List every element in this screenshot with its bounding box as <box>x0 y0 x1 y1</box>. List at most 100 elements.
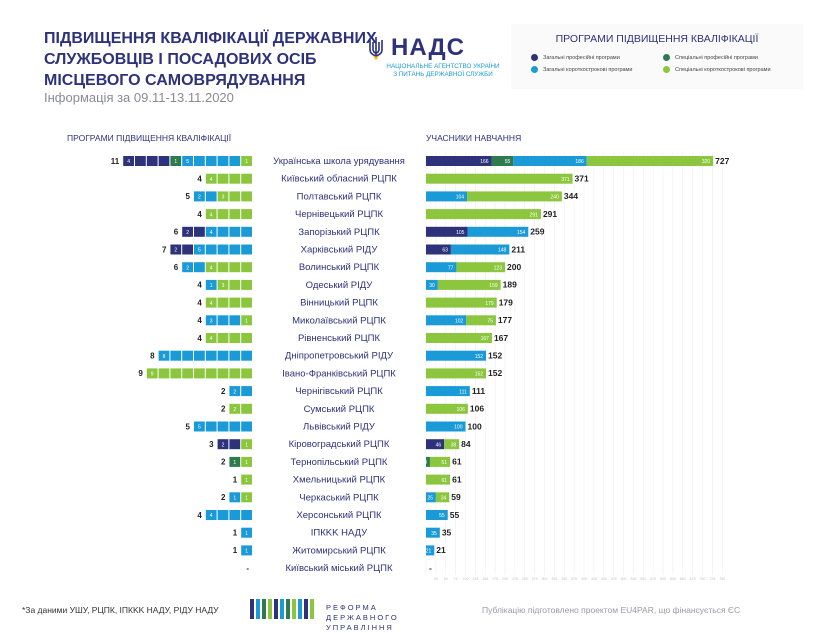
participants-bar-zp <box>426 244 451 255</box>
x-tick-label: 375 <box>571 577 577 581</box>
program-cell-sk <box>217 368 229 379</box>
program-cell-sk <box>241 492 252 503</box>
participants-bar-sk <box>426 209 541 220</box>
participants-total-label: 152 <box>488 368 502 378</box>
program-cell-label: 1 <box>233 496 236 502</box>
x-tick-label: 725 <box>709 577 715 581</box>
institution-label: Тернопільський РЦПК <box>291 457 388 468</box>
participants-bar-label: 25 <box>427 496 433 502</box>
program-cell-sk <box>205 368 217 379</box>
participants-bar-zk <box>467 226 529 237</box>
program-cell-zk <box>241 421 252 432</box>
program-cell-zk <box>194 156 205 166</box>
participants-bar-sk <box>426 474 451 485</box>
program-cell-sk <box>241 279 252 290</box>
programs-total-label: - <box>246 564 249 573</box>
x-tick-label: 150 <box>482 577 488 581</box>
x-tick-label: 300 <box>542 577 548 581</box>
program-cell-zk <box>182 350 193 361</box>
programs-total-label: 2 <box>221 387 226 396</box>
x-tick-label: 650 <box>680 577 686 581</box>
institution-label: Чернігівський РЦПК <box>295 386 383 397</box>
program-cell-zp <box>135 156 146 166</box>
participants-bar-sk <box>586 156 714 166</box>
program-cell-label: 9 <box>151 372 154 378</box>
legend-dot-sk <box>663 66 670 73</box>
legend-dot-zp <box>531 54 538 61</box>
publication-note: Публікацію підготовлено проектом EU4PAR,… <box>482 605 741 615</box>
program-cell-sk <box>241 262 252 273</box>
participants-bar-label: 167 <box>481 336 490 342</box>
program-cell-sk <box>205 333 217 343</box>
x-tick-label: 325 <box>551 577 557 581</box>
program-cell-sk <box>205 209 217 220</box>
participants-bar-label: 35 <box>431 531 437 537</box>
program-cell-sk <box>205 262 217 273</box>
programs-total-label: 2 <box>221 405 226 414</box>
legend-label-sk: Спеціальні короткострокові програми <box>675 67 771 73</box>
x-tick-label: 250 <box>522 577 528 581</box>
program-cell-zk <box>194 191 205 202</box>
institution-label: Українська школа урядування <box>273 156 405 167</box>
program-cell-zk <box>229 315 241 326</box>
x-tick-label: 625 <box>670 577 676 581</box>
participants-bar-label: 104 <box>456 195 465 201</box>
institution-label: ІПКKK НАДУ <box>311 528 368 539</box>
x-tick-label: 450 <box>601 577 607 581</box>
participants-total-label: 59 <box>451 492 461 502</box>
program-cell-label: 4 <box>127 159 130 165</box>
program-cell-label: 1 <box>245 460 248 466</box>
institution-label: Хмельницький РЦПК <box>293 475 386 486</box>
logo-subtitle: НАЦІОНАЛЬНЕ АГЕНТСТВО УКРАЇНИ З ПИТАНЬ Д… <box>386 63 500 79</box>
program-cell-sk <box>241 191 252 202</box>
participants-bar-sk <box>437 279 501 290</box>
participants-bar-label: 61 <box>442 478 448 484</box>
program-cell-sk <box>229 403 241 414</box>
program-cell-sk <box>241 315 252 326</box>
participants-total-label: 61 <box>452 457 462 467</box>
participants-bar-label: 21 <box>426 549 432 555</box>
program-cell-zk <box>241 510 252 520</box>
program-cell-sk <box>241 474 252 485</box>
participants-bar-label: 106 <box>457 407 466 413</box>
program-cell-label: 1 <box>174 159 177 165</box>
x-tick-label: 750 <box>719 577 725 581</box>
program-cell-label: 2 <box>186 230 189 236</box>
participants-total-label: 167 <box>494 333 508 343</box>
program-cell-sk <box>170 368 182 379</box>
participants-total-label: 84 <box>461 439 471 449</box>
programs-total-label: 11 <box>111 157 120 166</box>
program-cell-zp <box>182 244 193 255</box>
x-tick-label: 575 <box>650 577 656 581</box>
institution-label: Сумський РЦПК <box>304 404 375 415</box>
institution-label: Одеський РІДУ <box>306 280 374 291</box>
institution-label: Вінницький РЦПК <box>300 298 378 309</box>
participants-bar-label: 100 <box>454 425 463 431</box>
program-cell-label: 4 <box>210 230 213 236</box>
programs-total-label: 5 <box>186 192 191 201</box>
programs-total-label: 2 <box>221 493 226 502</box>
logo-subtitle-line-1: НАЦІОНАЛЬНЕ АГЕНТСТВО УКРАЇНИ <box>386 63 500 70</box>
program-cell-zp <box>123 156 134 166</box>
participants-bar-sk <box>456 262 505 273</box>
programs-total-label: 6 <box>174 228 179 237</box>
participants-bar-zp <box>426 439 445 450</box>
program-cell-sk <box>217 297 229 308</box>
program-cell-label: 5 <box>186 159 189 165</box>
program-cell-sk <box>241 209 252 220</box>
participants-bar-label: 102 <box>455 319 464 325</box>
program-cell-zk <box>205 156 217 166</box>
participants-bar-zk <box>426 527 440 538</box>
x-tick-label: 475 <box>611 577 617 581</box>
footer-note: *За даними УШУ, РЦПК, ІПКKK НАДУ, РІДУ Н… <box>22 605 219 615</box>
program-cell-zp <box>217 439 229 450</box>
institution-label: Херсонський РЦПК <box>296 510 382 521</box>
participants-bar-sk <box>426 173 573 184</box>
participants-total-label: 111 <box>472 386 486 396</box>
participants-total-label: 371 <box>575 174 589 184</box>
participants-bar-sk <box>426 403 468 414</box>
program-cell-zk <box>205 421 217 432</box>
program-cell-zk <box>217 421 229 432</box>
program-cell-sk <box>217 173 229 184</box>
program-cell-zk <box>182 262 193 273</box>
